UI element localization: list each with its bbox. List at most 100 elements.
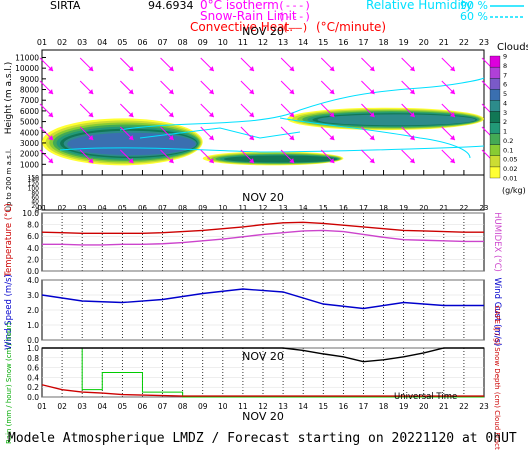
wind-arrow-head — [208, 112, 214, 118]
wind-arrow-head — [409, 112, 415, 118]
colorbar-label: 3 — [503, 109, 507, 117]
colorbar-swatch — [489, 166, 501, 179]
colorbar-label: 2 — [503, 118, 507, 126]
temperature-y-tick-label: 4.0 — [27, 244, 39, 253]
temperature-y-tick-label: 2.0 — [27, 255, 39, 264]
colorbar-label: 6 — [503, 81, 507, 89]
low-plot-frame — [41, 174, 485, 211]
bottom-hour-tick-label: 19 — [399, 402, 409, 411]
bottom-hour-tick-label: 12 — [258, 402, 268, 411]
wind-arrow-head — [88, 112, 94, 118]
wind-arrow-head — [208, 89, 214, 95]
wind-arrow-head — [409, 66, 415, 72]
bottom-hour-tick-label: 14 — [298, 402, 308, 411]
mid-hour-tick-label: 07 — [158, 204, 167, 212]
top-hour-tick-label: 17 — [358, 38, 368, 47]
temperature-plot-frame — [41, 212, 485, 272]
wind-arrow-head — [409, 158, 415, 164]
colorbar-swatch — [489, 66, 501, 79]
wind-arrow-head — [369, 112, 375, 118]
cloud-layer-2 — [223, 155, 338, 163]
top-hour-tick-label: 13 — [278, 38, 288, 47]
colorbar-label: 0.2 — [503, 137, 513, 145]
top-hour-tick-label: 02 — [57, 38, 67, 47]
low-y-tick-label: 80 — [31, 190, 39, 197]
mid-hour-tick-label: 15 — [319, 204, 328, 212]
wind-arrow-head — [248, 66, 254, 72]
top-hour-tick-label: 14 — [298, 38, 308, 47]
cloud-layer-1 — [67, 132, 196, 156]
top-hour-tick-label: 18 — [378, 38, 388, 47]
wind-y-tick-label: 3.0 — [27, 291, 39, 300]
legend-isotherm-swatch: (---) — [278, 0, 311, 12]
colorbar-swatch — [489, 155, 501, 168]
wind-panel: 0.0 1.0 2.0 3.0 4.0 — [27, 276, 485, 345]
temperature-y-tick-label: 6.0 — [27, 232, 39, 241]
wind-arrow-head — [128, 158, 134, 164]
cloud-y-tick-label: 6000 — [20, 107, 39, 116]
colorbar-swatch — [489, 89, 501, 101]
colorbar-title: Clouds — [497, 42, 528, 53]
legend-rh: Relative Humidity — [366, 0, 473, 12]
wind-series-0 — [41, 288, 484, 310]
mid-hour-tick-label: 08 — [178, 204, 187, 212]
bottom-hour-tick-label: 11 — [238, 402, 248, 411]
top-hour-tick-label: 04 — [97, 38, 107, 47]
wind-arrow-head — [289, 112, 295, 118]
rh-contour — [139, 127, 301, 139]
colorbar-swatch — [489, 133, 501, 145]
wind-arrow-head — [329, 158, 335, 164]
bottom-date-label: NOV 20 — [242, 410, 284, 423]
wind-y-tick-label: 2.0 — [27, 306, 39, 315]
wind-arrow-head — [369, 89, 375, 95]
legend-snow-rain-swatch: (---) — [278, 10, 311, 23]
rh-contour — [119, 77, 485, 131]
colorbar-swatch — [489, 78, 501, 90]
colorbar-label: 1 — [503, 128, 507, 136]
wind-arrow-head — [329, 135, 335, 141]
mid-hour-tick-label: 23 — [480, 204, 489, 212]
mid-hour-tick-label: 10 — [218, 204, 227, 212]
wind-arrow-head — [168, 66, 174, 72]
wind-arrow-head — [449, 135, 455, 141]
cloud-y-tick-label: 4000 — [20, 128, 39, 137]
wind-arrow-head — [329, 112, 335, 118]
temperature-series-0 — [41, 221, 484, 235]
rain-y-tick-label: 1.0 — [27, 344, 39, 353]
mid-hour-tick-label: 02 — [58, 204, 67, 212]
wind-arrow-head — [369, 66, 375, 72]
cloud-y-tick-label: 7000 — [20, 96, 39, 105]
wind-arrow-head — [208, 66, 214, 72]
low-y-tick-label: 20 — [31, 203, 39, 210]
low-y-tick-label: 150 — [28, 175, 40, 182]
top-hour-tick-label: 08 — [178, 38, 188, 47]
mid-date-label: NOV 20 — [242, 191, 284, 204]
bottom-hour-tick-label: 10 — [218, 402, 228, 411]
temperature-series-1 — [42, 229, 484, 246]
bottom-hour-tick-label: 21 — [439, 402, 449, 411]
wind-arrow-head — [88, 158, 94, 164]
colorbar-swatch — [489, 55, 501, 68]
top-hour-tick-label: 05 — [117, 38, 127, 47]
colorbar-label: 4 — [503, 99, 507, 107]
wind-arrow-head — [289, 66, 295, 72]
wind-arrow-head — [289, 89, 295, 95]
cloud-y-tick-label: 3000 — [20, 139, 39, 148]
legend-isotherm: 0°C isotherm — [200, 0, 279, 12]
wind-arrow-head — [289, 158, 295, 164]
wind-arrow-head — [369, 135, 375, 141]
top-hour-tick-label: 06 — [137, 38, 147, 47]
colorbar-label: 7 — [503, 71, 507, 79]
cloud-layer-0 — [317, 114, 476, 126]
footer-caption: Modele Atmospherique LMDZ / Forecast sta… — [8, 431, 517, 446]
bottom-hour-tick-label: 15 — [318, 402, 328, 411]
wind-y-tick-label: 4.0 — [27, 276, 39, 285]
colorbar-label: 5 — [503, 90, 507, 98]
wind-y-tick-label: 1.0 — [27, 321, 39, 330]
low-y-tick-label: 60 — [31, 194, 39, 201]
low-y-tick-label: 120 — [28, 181, 40, 188]
top-hour-tick-label: 19 — [399, 38, 409, 47]
wind-arrow-head — [168, 112, 174, 118]
wind-arrow-head — [208, 135, 214, 141]
